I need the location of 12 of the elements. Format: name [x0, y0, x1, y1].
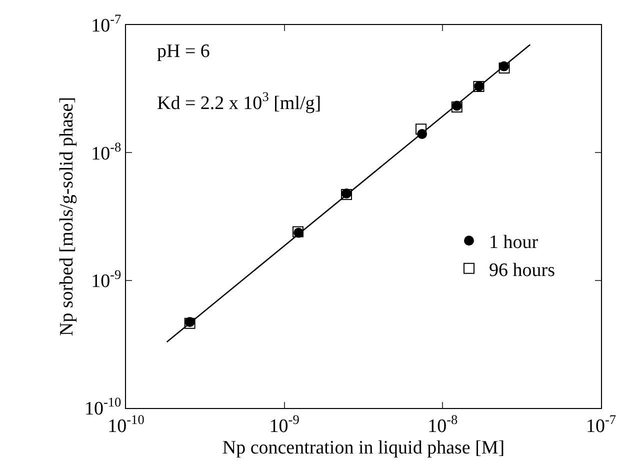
annotation: pH = 6 — [157, 41, 210, 62]
x-tick-label: 10$^{-9}$ — [269, 412, 300, 437]
x-tick-label: 10$^{-8}$ — [428, 412, 458, 437]
y-tick-label: 10$^{-9}$ — [91, 267, 122, 292]
legend-label: 96 hours — [489, 260, 555, 281]
y-tick-label: 10$^{-7}$ — [91, 12, 122, 37]
y-tick-label: 10$^{-8}$ — [91, 139, 122, 164]
y-axis-title: Np sorbed [mols/g-solid phase] — [56, 96, 78, 336]
x-axis-title: Np concentration in liquid phase [M] — [222, 438, 505, 459]
x-tick-label: 10$^{-7}$ — [586, 412, 616, 437]
legend-label: 1 hour — [489, 232, 539, 254]
annotation: Kd = 2.2 x 10$^{3}$ [ml/g] — [157, 89, 322, 114]
